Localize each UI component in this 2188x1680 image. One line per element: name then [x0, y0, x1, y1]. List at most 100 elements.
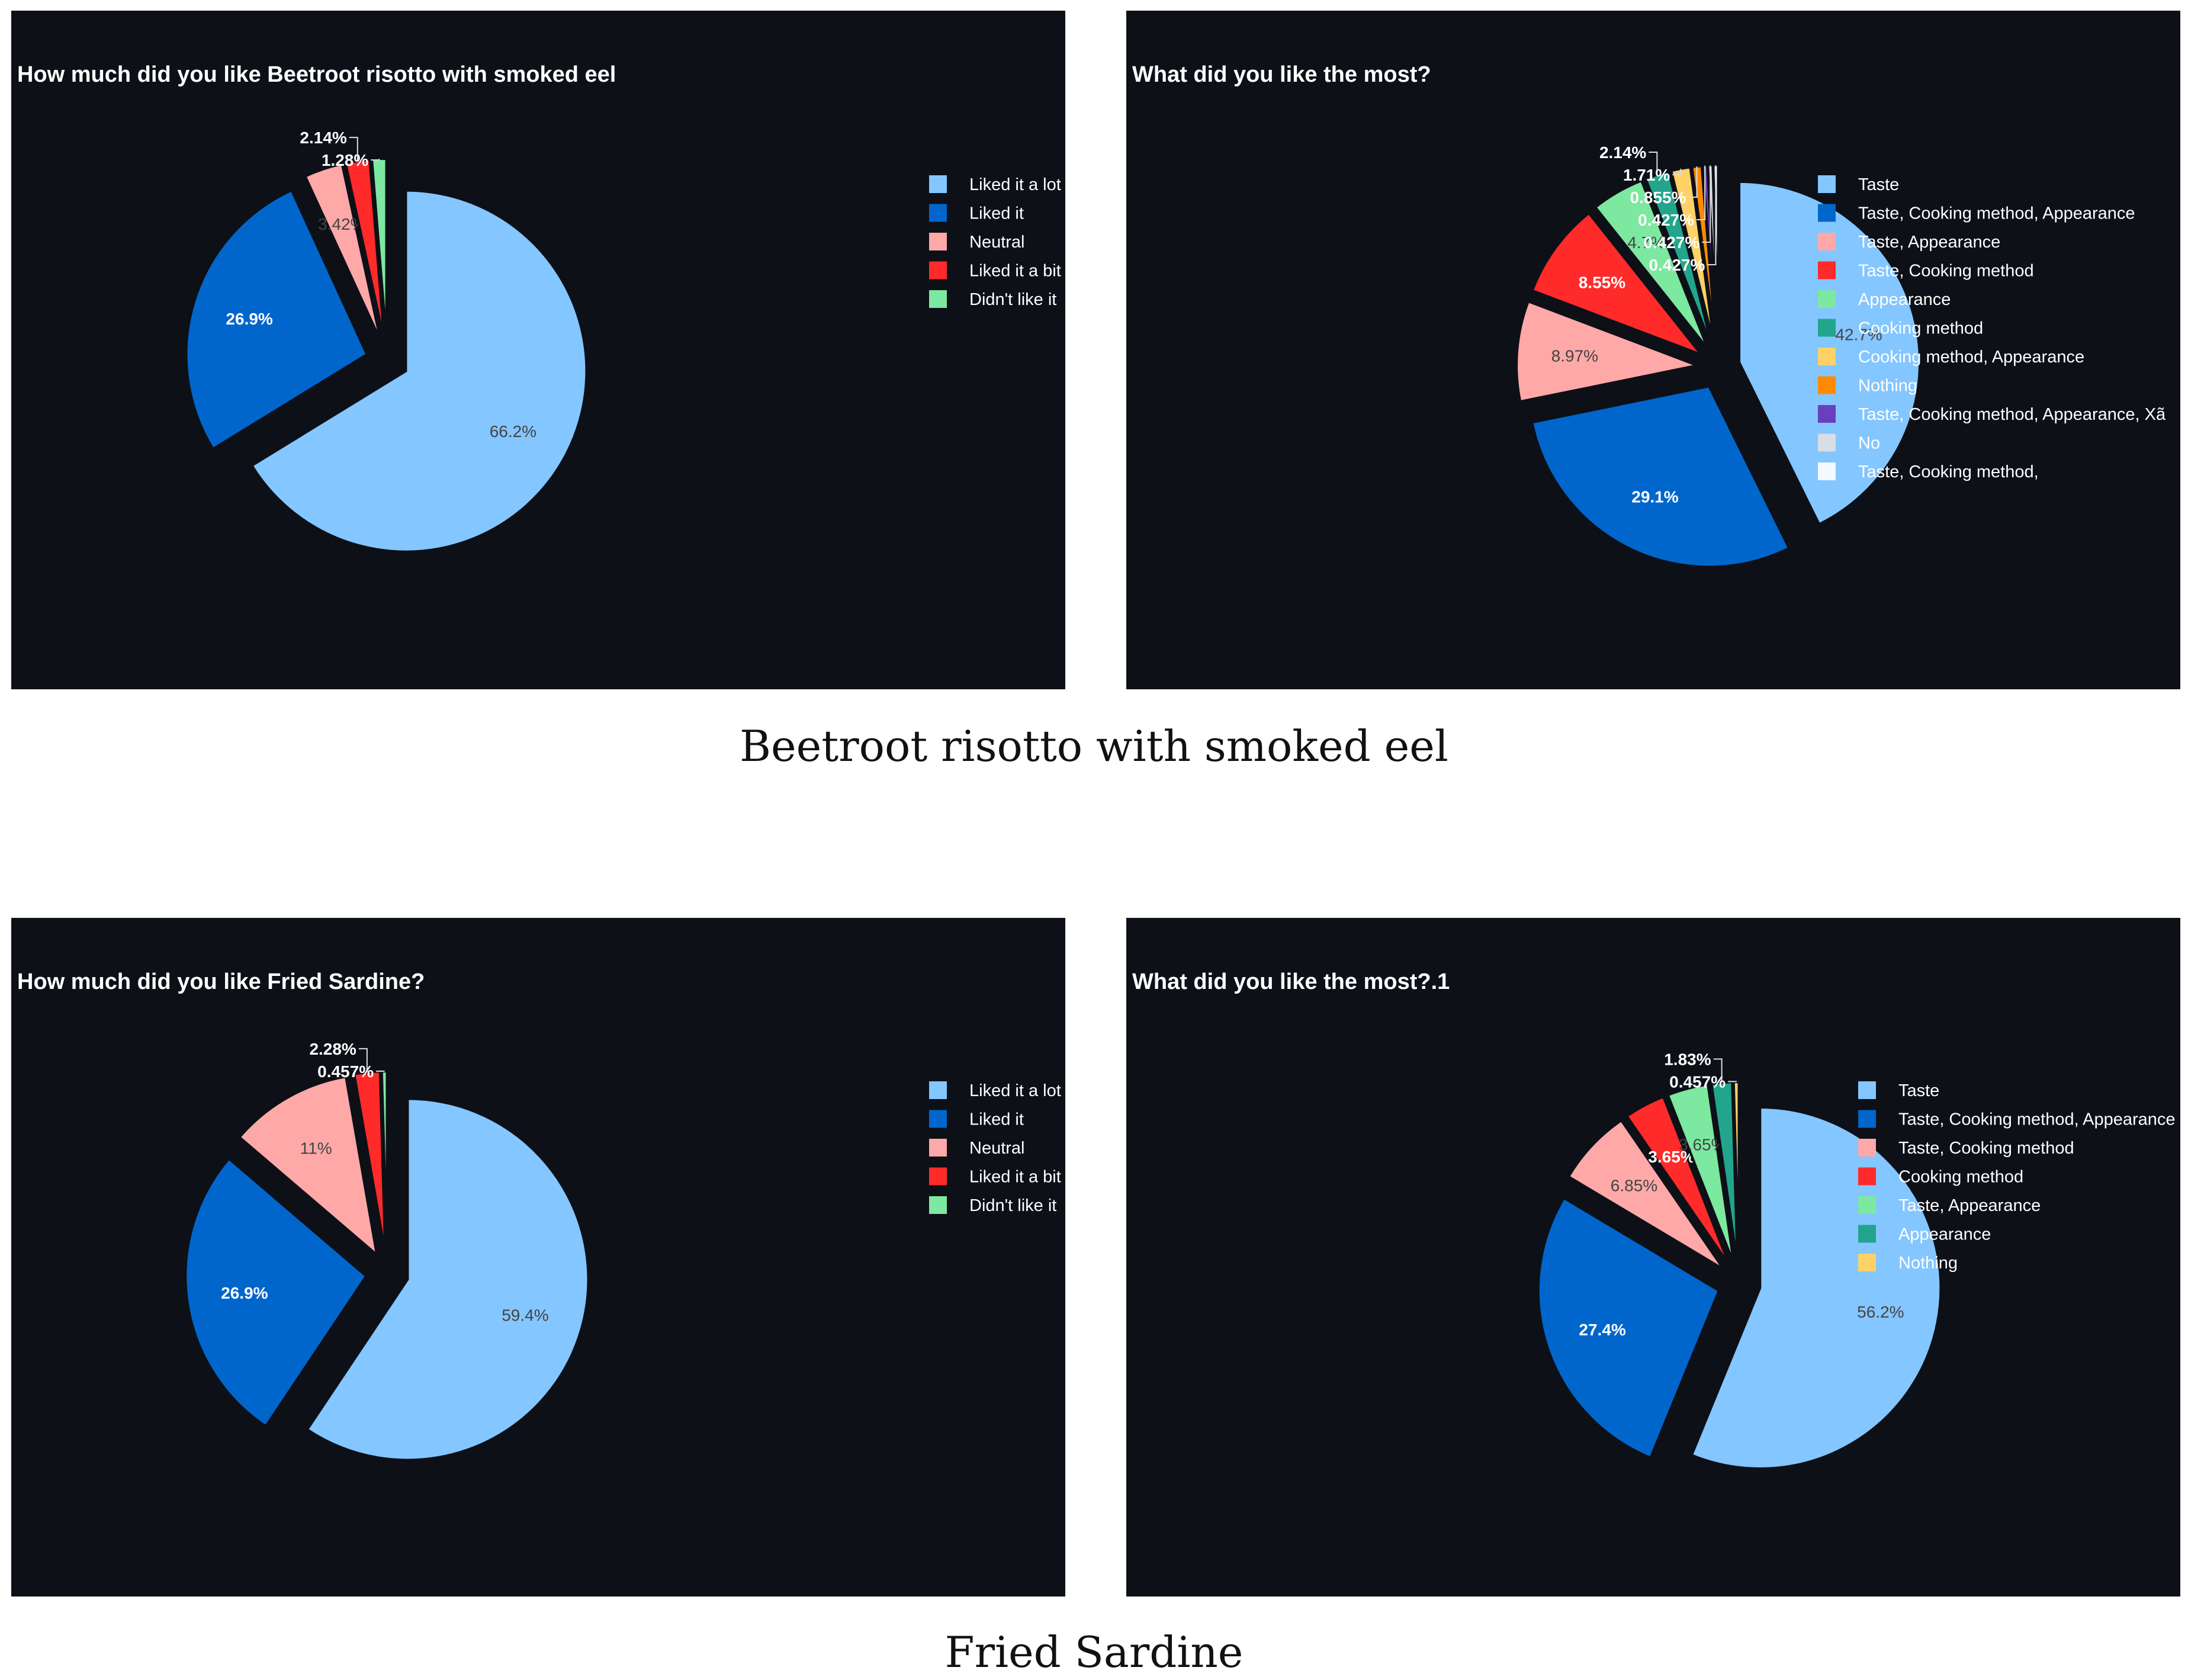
legend-swatch — [1818, 376, 1836, 394]
slice-value-label: 3.65% — [1648, 1148, 1695, 1166]
leader-line — [1728, 1081, 1737, 1082]
leader-line — [1697, 165, 1706, 221]
legend-swatch — [929, 1110, 947, 1128]
slice-value-label: 59.4% — [502, 1306, 548, 1325]
legend-label[interactable]: Neutral — [969, 1139, 1025, 1158]
slice-value-label: 2.14% — [1599, 143, 1646, 162]
pie-slice — [250, 189, 588, 553]
pie-slice — [1530, 385, 1791, 568]
legend-label[interactable]: Cooking method, Appearance — [1858, 348, 2084, 367]
legend-swatch — [929, 1196, 947, 1214]
slice-value-label: 2.14% — [300, 129, 346, 147]
legend-label[interactable]: Taste — [1858, 175, 1899, 194]
legend-label[interactable]: Taste, Appearance — [1858, 233, 2000, 252]
slice-value-label: 56.2% — [1857, 1303, 1904, 1321]
legend-swatch — [1858, 1196, 1876, 1214]
chart-panel-beetroot-rating: How much did you like Beetroot risotto w… — [11, 11, 1065, 689]
pie-slice — [303, 162, 382, 341]
slice-value-label: 6.85% — [1611, 1176, 1657, 1194]
legend-label[interactable]: Cooking method — [1898, 1168, 2023, 1187]
leader-line — [1713, 1058, 1723, 1083]
legend-label[interactable]: No — [1858, 434, 1880, 453]
caption-beetroot: Beetroot risotto with smoked eel — [740, 721, 1448, 771]
pie-chart-beetroot-liked-most: What did you like the most? 42.7% 29.1% 8.9… — [1132, 62, 2166, 568]
legend-swatch — [929, 1167, 947, 1186]
legend-label[interactable]: Liked it a lot — [969, 175, 1061, 194]
pie-chart-sardine-liked-most: What did you like the most?.1 56.2% 27.4% 6… — [1132, 969, 2176, 1470]
slice-value-label: 1.28% — [322, 151, 368, 169]
legend-label[interactable]: Liked it a bit — [969, 262, 1061, 281]
legend-label[interactable]: Taste, Appearance — [1898, 1196, 2041, 1215]
slice-value-label: 8.55% — [1579, 273, 1625, 291]
legend-label[interactable]: Cooking method — [1858, 319, 1983, 338]
pie-slice — [306, 1097, 590, 1461]
legend-label[interactable]: Liked it a bit — [969, 1168, 1061, 1187]
caption-sardine: Fried Sardine — [944, 1627, 1244, 1677]
slice-value-label: 26.9% — [221, 1284, 268, 1302]
legend-swatch — [1818, 233, 1836, 250]
legend-label[interactable]: Taste, Cooking method — [1858, 262, 2034, 281]
leader-line — [1649, 152, 1658, 175]
slice-value-label: 4.7% — [1627, 233, 1665, 252]
legend-label[interactable]: Didn't like it — [969, 1196, 1056, 1215]
chart-panel-sardine-liked-most: What did you like the most?.1 56.2% 27.4% 6… — [1126, 918, 2180, 1597]
slice-value-label: 66.2% — [490, 422, 536, 441]
legend-label[interactable]: Taste — [1898, 1081, 1939, 1100]
leader-line — [358, 1048, 368, 1072]
leader-line — [1702, 165, 1711, 243]
legend-label[interactable]: Nothing — [1858, 377, 1917, 396]
legend-label[interactable]: Appearance — [1898, 1225, 1991, 1244]
pie-slice — [370, 158, 388, 340]
legend-label[interactable]: Taste, Cooking method — [1898, 1139, 2074, 1158]
legend-swatch — [1818, 261, 1836, 280]
pie-slice — [1515, 300, 1702, 403]
chart-title: How much did you like Beetroot risotto w… — [17, 62, 616, 87]
legend-label[interactable]: Neutral — [969, 233, 1025, 252]
legend-label[interactable]: Liked it — [969, 204, 1024, 223]
slice-value-label: 11% — [300, 1139, 332, 1157]
slice-value-label: 1.71% — [1623, 166, 1670, 184]
legend-label[interactable]: Nothing — [1898, 1254, 1958, 1273]
pie-slice — [1625, 1095, 1731, 1266]
pie-chart-sardine-rating: How much did you like Fried Sardine? 59.4… — [17, 969, 1061, 1461]
legend-swatch — [1858, 1110, 1876, 1128]
legend-swatch — [1858, 1225, 1876, 1243]
chart-panel-beetroot-liked-most: What did you like the most? 42.7% 29.1% 8.9… — [1126, 11, 2180, 689]
pie-slice — [184, 1157, 368, 1428]
slice-value-label: 0.457% — [1669, 1072, 1726, 1091]
pie-slice — [185, 188, 369, 451]
legend-label[interactable]: Taste, Cooking method, — [1858, 462, 2039, 481]
slice-value-label: 3.65% — [1679, 1136, 1726, 1154]
legend-swatch — [929, 204, 947, 222]
slice-value-label: 2.28% — [309, 1040, 356, 1058]
legend-swatch — [1818, 175, 1836, 193]
leader-line — [1688, 166, 1698, 198]
leader-line — [1672, 169, 1682, 176]
legend-label[interactable]: Appearance — [1858, 290, 1951, 309]
slice-value-label: 27.4% — [1579, 1321, 1625, 1339]
legend-swatch — [929, 1139, 947, 1157]
legend-swatch — [1818, 405, 1836, 423]
legend-swatch — [1858, 1167, 1876, 1186]
leader-line — [349, 137, 358, 161]
legend-swatch — [929, 233, 947, 250]
pie-slice — [1567, 1119, 1725, 1271]
slice-value-label: 29.1% — [1631, 488, 1678, 506]
pie-chart-beetroot-rating: How much did you like Beetroot risotto w… — [17, 62, 1061, 553]
pie-slice — [1666, 1083, 1735, 1264]
legend-swatch — [1818, 290, 1836, 308]
legend-label[interactable]: Liked it — [969, 1110, 1024, 1129]
slice-value-label: 0.457% — [317, 1062, 374, 1081]
slice-value-label: 0.427% — [1643, 233, 1699, 252]
legend-label[interactable]: Didn't like it — [969, 290, 1056, 309]
pie-slice — [1644, 170, 1713, 348]
legend-swatch — [929, 261, 947, 280]
legend-label[interactable]: Liked it a lot — [969, 1081, 1061, 1100]
legend-swatch — [929, 175, 947, 193]
legend-label[interactable]: Taste, Cooking method, Appearance — [1858, 204, 2135, 223]
slice-value-label: 26.9% — [226, 310, 272, 328]
legend-label[interactable]: Taste, Cooking method, Appearance, Xã — [1858, 405, 2166, 424]
legend-label[interactable]: Taste, Cooking method, Appearance — [1898, 1110, 2176, 1129]
slice-value-label: 0.427% — [1649, 256, 1705, 274]
chart-title: What did you like the most?.1 — [1132, 969, 1450, 994]
